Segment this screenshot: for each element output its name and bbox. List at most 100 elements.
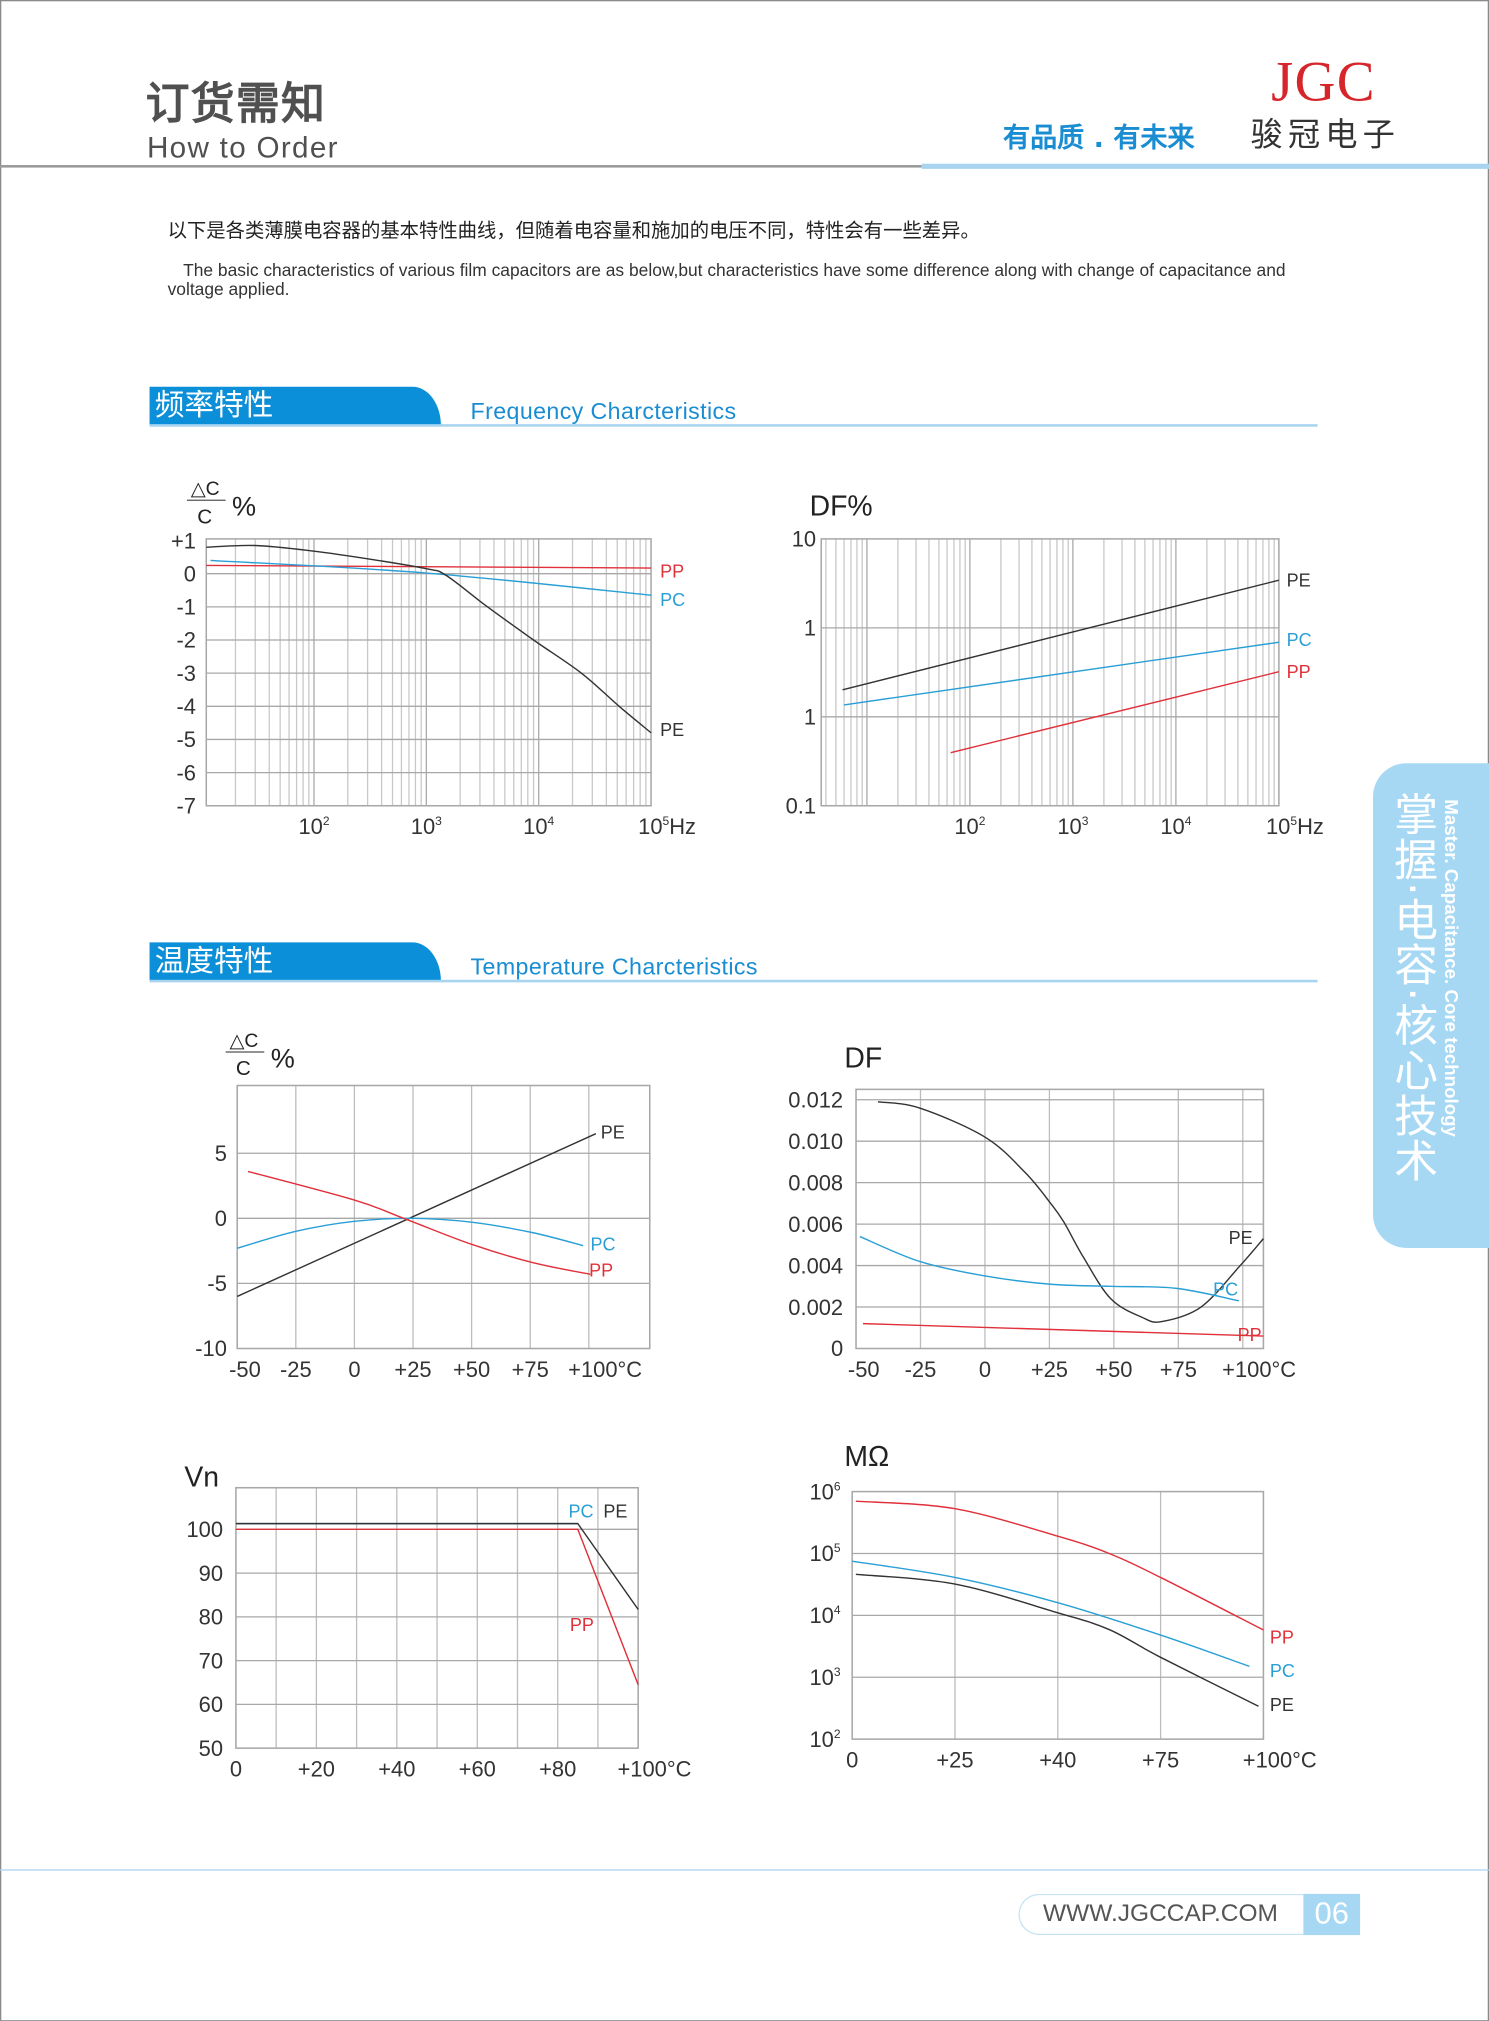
axis-title-unit: % bbox=[232, 491, 256, 522]
y-tick-label: 1 bbox=[804, 616, 816, 641]
section-tab-frequency: 频率特性 bbox=[149, 386, 441, 426]
y-tick-label: 50 bbox=[199, 1736, 223, 1761]
x-tick-label: 0 bbox=[230, 1757, 242, 1782]
axis-title: DF% bbox=[810, 491, 873, 523]
x-tick-label: 0 bbox=[979, 1357, 991, 1382]
x-tick-label: +25 bbox=[936, 1747, 973, 1772]
tick-exponent: 5 bbox=[1290, 814, 1297, 828]
tick-text: 0.002 bbox=[788, 1295, 843, 1320]
series-line-pc bbox=[210, 559, 652, 596]
tick-exponent: 2 bbox=[323, 814, 330, 828]
y-tick-label: -5 bbox=[176, 727, 195, 752]
y-tick-label: 106 bbox=[809, 1479, 840, 1504]
tick-text: -2 bbox=[176, 628, 195, 653]
tick-text: 10 bbox=[638, 814, 662, 839]
gridlines bbox=[235, 1487, 639, 1749]
y-tick-label: -6 bbox=[176, 760, 195, 785]
page-title-cn: 订货需知 bbox=[145, 78, 327, 131]
y-tick-label: 10 bbox=[792, 527, 816, 552]
x-tick-label: +100°C bbox=[1243, 1747, 1317, 1772]
tick-text: 10 bbox=[1160, 814, 1184, 839]
company-name: 骏冠电子 bbox=[1250, 116, 1401, 154]
y-tick-label: 80 bbox=[199, 1605, 223, 1630]
tick-text: 50 bbox=[199, 1736, 223, 1761]
gridlines bbox=[852, 1491, 1264, 1740]
x-tick-label: -25 bbox=[280, 1357, 312, 1382]
series-line-pc bbox=[852, 1560, 1250, 1668]
section-underline bbox=[149, 979, 1318, 983]
series-label-pc: PC bbox=[590, 1235, 615, 1255]
y-tick-label: 0.004 bbox=[788, 1253, 843, 1278]
tick-text: 10 bbox=[523, 814, 547, 839]
y-tick-label: -7 bbox=[176, 793, 195, 818]
series-label-pp: PP bbox=[1287, 662, 1311, 682]
tick-text: +50 bbox=[453, 1357, 490, 1382]
x-tick-label: +100°C bbox=[1222, 1357, 1296, 1382]
x-tick-label: 103 bbox=[1057, 814, 1088, 839]
axis-title-denominator: C bbox=[236, 1057, 251, 1080]
footer-divider bbox=[0, 1869, 1489, 1871]
x-tick-label: 0 bbox=[348, 1357, 360, 1382]
tick-text: +100°C bbox=[568, 1357, 642, 1382]
tick-text: +75 bbox=[1160, 1357, 1197, 1382]
tick-text: 90 bbox=[199, 1561, 223, 1586]
brand-logo: JGC bbox=[1271, 50, 1376, 114]
tick-text: 10 bbox=[809, 1665, 833, 1690]
series-line-pe bbox=[842, 579, 1280, 691]
chart-3: △C C % 5 0 -5 -10-50 -25 0 +25 +50 +75 +100°C PE PC PP bbox=[195, 1031, 651, 1382]
x-tick-label: 105Hz bbox=[1266, 814, 1324, 839]
tick-text: 0 bbox=[979, 1357, 991, 1382]
tick-text: +25 bbox=[1031, 1357, 1068, 1382]
intro-text-en: The basic characteristics of various fil… bbox=[167, 260, 1286, 300]
series-label-pp: PP bbox=[570, 1615, 594, 1635]
series-label-pe: PE bbox=[601, 1122, 625, 1142]
section-underline bbox=[149, 424, 1318, 427]
series-line-pp bbox=[235, 1528, 639, 1685]
axis-title-unit: % bbox=[271, 1042, 295, 1073]
series-label-pc: PC bbox=[660, 590, 685, 610]
series-label-pe: PE bbox=[603, 1501, 627, 1521]
axis-title-denominator: C bbox=[197, 505, 212, 528]
chart-5: Vn 100 90 80 70 60 50 0 +20 +40 +60 +80 +100°C PC PE PP bbox=[184, 1461, 691, 1781]
gridlines bbox=[206, 538, 652, 806]
tick-text: -5 bbox=[176, 727, 195, 752]
header-divider bbox=[0, 165, 922, 168]
x-tick-label: -25 bbox=[905, 1357, 937, 1382]
tick-text: 10 bbox=[954, 814, 978, 839]
series-line-pc bbox=[859, 1235, 1240, 1302]
tick-text: 1 bbox=[804, 616, 816, 641]
website-link[interactable]: WWW.JGCCAP.COM bbox=[1042, 1900, 1278, 1928]
tick-text: -6 bbox=[176, 760, 195, 785]
x-tick-label: +75 bbox=[512, 1357, 549, 1382]
tick-text: 10 bbox=[1057, 814, 1081, 839]
tick-text: +60 bbox=[459, 1757, 496, 1782]
x-tick-label: -50 bbox=[229, 1357, 261, 1382]
tick-exponent: 4 bbox=[1185, 814, 1192, 828]
y-tick-label: 102 bbox=[809, 1727, 840, 1752]
section-title-en: Frequency Charcteristics bbox=[470, 398, 737, 425]
tick-text: +75 bbox=[512, 1357, 549, 1382]
series-label-pp: PP bbox=[589, 1260, 613, 1280]
header-accent-bar bbox=[921, 163, 1489, 169]
tick-text: 0.012 bbox=[788, 1087, 843, 1112]
y-tick-label: 103 bbox=[809, 1665, 840, 1690]
tick-text: -5 bbox=[207, 1271, 226, 1296]
axis-title-numerator: △C bbox=[191, 479, 220, 500]
tick-exponent: 3 bbox=[1082, 814, 1089, 828]
tick-text: -25 bbox=[280, 1357, 312, 1382]
tick-text: -7 bbox=[176, 793, 195, 818]
axis-title: Vn bbox=[184, 1461, 219, 1493]
website-pill: WWW.JGCCAP.COM bbox=[1018, 1893, 1304, 1936]
tick-text: 0.1 bbox=[786, 793, 816, 818]
x-tick-label: +60 bbox=[459, 1757, 496, 1782]
tick-text: 0.008 bbox=[788, 1170, 843, 1195]
series-label-pc: PC bbox=[1270, 1661, 1295, 1681]
y-tick-label: 5 bbox=[215, 1141, 227, 1166]
tick-text: 0 bbox=[831, 1336, 843, 1361]
tick-exponent: 6 bbox=[834, 1479, 841, 1493]
tick-text: 0 bbox=[215, 1206, 227, 1231]
